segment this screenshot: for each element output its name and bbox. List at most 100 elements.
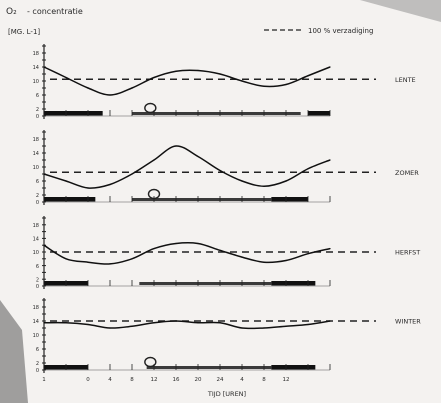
herfst-data-point (263, 261, 265, 263)
zomer-data-point (329, 159, 331, 161)
lente-data-point (87, 87, 89, 89)
winter-data-point (43, 322, 45, 324)
lente-data-point (197, 69, 199, 72)
winter-y-tick-label: 14 (33, 319, 39, 325)
lente-daylight-bar (132, 112, 301, 115)
zomer-data-point (197, 155, 199, 158)
lente-data-point (43, 66, 45, 68)
zomer-y-tick-label: 18 (33, 137, 39, 143)
lente-oxygen-curve (43, 66, 331, 96)
winter-data-point (263, 327, 265, 329)
zomer-y-tick-label: 2 (36, 193, 39, 199)
unit-label: [MG. L-1] (8, 28, 40, 36)
herfst-daylight-bar (139, 282, 272, 285)
zomer-data-point (87, 187, 89, 189)
x-tick-label: 4 (108, 377, 112, 383)
winter-data-point (109, 327, 111, 329)
lente-data-point (241, 80, 243, 82)
zomer-data-point (153, 159, 155, 161)
x-axis-label: TIJD [UREN] (207, 390, 246, 398)
zomer-data-point (43, 173, 45, 175)
zomer-night-bar (44, 197, 96, 202)
zomer-data-point (307, 168, 309, 170)
winter-data-point (241, 327, 243, 329)
lente-data-point (109, 94, 111, 96)
lente-data-point (131, 87, 133, 89)
lente-data-point (263, 85, 265, 87)
zomer-y-tick-label: 6 (36, 179, 39, 185)
zomer-data-point (219, 169, 221, 172)
herfst-data-point (87, 261, 89, 263)
winter-data-point (65, 322, 67, 324)
lente-data-point (329, 66, 331, 68)
zomer-y-tick-label: 14 (33, 151, 39, 157)
zomer-data-point (285, 180, 287, 182)
lente-y-tick-label: 14 (33, 65, 39, 71)
x-tick-label: 12 (151, 377, 158, 383)
lente-data-point (307, 75, 309, 77)
winter-data-point (285, 325, 287, 327)
zomer-oxygen-curve (43, 145, 331, 189)
herfst-data-point (241, 256, 243, 258)
winter-data-point (153, 322, 155, 324)
lente-y-tick-label: 10 (33, 79, 39, 85)
lente-y-tick-label: 6 (36, 93, 39, 99)
herfst-y-tick-label: 18 (33, 223, 39, 229)
winter-y-tick-label: 2 (36, 361, 39, 367)
page-shadow-left (0, 300, 28, 403)
herfst-data-point (153, 248, 155, 250)
winter-data-point (329, 320, 331, 322)
lente-night-bar (308, 111, 330, 116)
winter-y-tick-label: 10 (33, 333, 39, 339)
x-tick-label: 16 (173, 377, 180, 383)
winter-data-point (219, 322, 221, 324)
x-tick-label: 20 (195, 377, 202, 383)
zomer-data-point (241, 180, 243, 182)
herfst-y-tick-label: 14 (33, 237, 39, 243)
winter-sun-symbol (144, 356, 157, 368)
zomer-data-point (263, 185, 265, 187)
legend-label: 100 % verzadiging (308, 27, 373, 35)
winter-data-point (175, 320, 177, 322)
zomer-y-tick-label: 0 (36, 200, 39, 206)
winter-data-point (87, 323, 89, 326)
herfst-data-point (219, 249, 221, 251)
herfst-data-point (175, 242, 177, 245)
herfst-data-point (285, 259, 287, 262)
zomer-night-bar (271, 197, 308, 202)
herfst-night-bar (271, 281, 316, 286)
herfst-y-tick-label: 0 (36, 284, 39, 290)
winter-data-point (131, 325, 133, 327)
x-tick-label: 24 (217, 377, 224, 383)
winter-y-tick-label: 18 (33, 305, 39, 311)
zomer-data-point (65, 180, 67, 182)
herfst-y-tick-label: 2 (36, 277, 39, 283)
lente-y-tick-label: 18 (33, 51, 39, 57)
x-tick-label: 0 (86, 377, 90, 383)
herfst-data-point (197, 242, 199, 245)
herfst-season-label: HERFST (395, 249, 420, 257)
zomer-sun-symbol (147, 188, 161, 200)
x-tick-label: 8 (130, 377, 134, 383)
lente-night-bar (44, 111, 103, 116)
winter-daylight-bar (146, 366, 272, 369)
zomer-data-point (109, 183, 111, 186)
winter-data-point (307, 323, 309, 326)
herfst-data-point (43, 244, 45, 246)
herfst-y-tick-label: 6 (36, 264, 39, 270)
herfst-data-point (109, 263, 111, 265)
herfst-oxygen-curve (43, 242, 331, 265)
winter-y-tick-label: 6 (36, 347, 39, 353)
winter-night-bar (271, 365, 316, 370)
winter-data-point (197, 322, 199, 324)
winter-season-label: WINTER (395, 318, 421, 326)
lente-data-point (285, 83, 287, 86)
x-tick-label: 4 (240, 377, 244, 383)
lente-sun-symbol (144, 102, 157, 114)
concentration-label: - concentratie (27, 7, 83, 16)
zomer-y-tick-label: 10 (33, 165, 39, 171)
zomer-data-point (175, 145, 177, 147)
x-tick-label: 8 (262, 377, 266, 383)
